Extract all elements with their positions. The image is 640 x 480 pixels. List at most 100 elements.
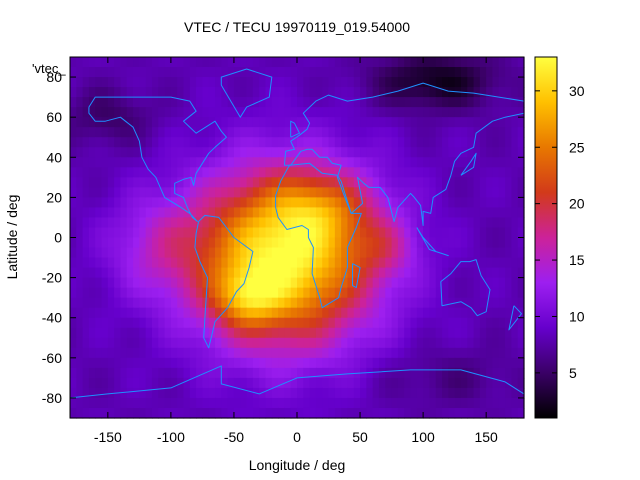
heatmap-cell — [101, 257, 109, 269]
heatmap-cell — [95, 227, 103, 239]
heatmap-cell — [505, 397, 512, 409]
heatmap-cell — [246, 317, 254, 329]
heatmap-cell — [145, 257, 153, 269]
heatmap-cell — [252, 307, 260, 319]
heatmap-cell — [404, 277, 412, 289]
heatmap-cell — [505, 57, 512, 68]
heatmap-cell — [139, 107, 147, 118]
heatmap-cell — [334, 97, 342, 108]
heatmap-cell — [391, 107, 399, 118]
heatmap-cell — [442, 147, 449, 158]
heatmap-cell — [259, 137, 267, 148]
heatmap-cell — [423, 297, 431, 309]
heatmap-cell — [322, 217, 330, 229]
heatmap-cell — [259, 407, 267, 419]
heatmap-cell — [360, 137, 367, 148]
heatmap-cell — [328, 337, 336, 349]
heatmap-cell — [391, 327, 399, 339]
heatmap-cell — [126, 297, 134, 309]
heatmap-cell — [498, 247, 506, 259]
heatmap-cell — [322, 67, 330, 78]
heatmap-cell — [479, 167, 487, 178]
heatmap-cell — [385, 217, 393, 229]
heatmap-cell — [278, 327, 285, 339]
heatmap-cell — [448, 247, 456, 259]
heatmap-cell — [322, 377, 330, 389]
heatmap-cell — [385, 67, 393, 78]
heatmap-cell — [114, 407, 122, 419]
heatmap-cell — [164, 107, 172, 118]
heatmap-cell — [271, 97, 279, 108]
heatmap-cell — [322, 387, 330, 399]
heatmap-cell — [315, 167, 323, 178]
heatmap-cell — [505, 117, 512, 128]
heatmap-cell — [385, 277, 393, 289]
heatmap-cell — [309, 327, 317, 339]
heatmap-cell — [208, 237, 216, 249]
heatmap-cell — [479, 347, 487, 359]
heatmap-cell — [492, 207, 500, 219]
heatmap-cell — [133, 147, 140, 158]
heatmap-cell — [76, 307, 84, 319]
heatmap-cell — [233, 97, 241, 108]
heatmap-cell — [88, 167, 96, 178]
heatmap-cell — [454, 187, 462, 198]
heatmap-cell — [227, 387, 235, 399]
heatmap-cell — [196, 127, 204, 138]
heatmap-cell — [486, 77, 494, 88]
heatmap-cell — [309, 137, 317, 148]
heatmap-cell — [334, 357, 342, 369]
heatmap-cell — [215, 127, 222, 138]
heatmap-cell — [221, 287, 229, 299]
heatmap-cell — [170, 77, 178, 88]
heatmap-cell — [88, 177, 96, 188]
heatmap-cell — [271, 277, 279, 289]
heatmap-cell — [183, 267, 191, 279]
heatmap-cell — [271, 87, 279, 98]
heatmap-cell — [107, 357, 115, 369]
heatmap-cell — [177, 177, 185, 188]
heatmap-cell — [151, 297, 159, 309]
heatmap-cell — [88, 67, 96, 78]
heatmap-cell — [473, 177, 481, 188]
heatmap-cell — [366, 97, 374, 108]
heatmap-cell — [360, 397, 367, 409]
heatmap-cell — [101, 237, 109, 249]
heatmap-cell — [126, 227, 134, 239]
heatmap-cell — [334, 387, 342, 399]
heatmap-cell — [158, 247, 166, 259]
heatmap-cell — [183, 187, 191, 198]
heatmap-cell — [164, 167, 172, 178]
heatmap-cell — [492, 267, 500, 279]
heatmap-cell — [372, 387, 380, 399]
heatmap-cell — [76, 407, 84, 419]
heatmap-cell — [133, 177, 140, 188]
heatmap-cell — [505, 337, 512, 349]
heatmap-cell — [322, 87, 330, 98]
heatmap-cell — [315, 157, 323, 168]
heatmap-cell — [227, 307, 235, 319]
heatmap-cell — [227, 57, 235, 68]
heatmap-cell — [397, 287, 405, 299]
heatmap-cell — [366, 327, 374, 339]
heatmap-cell — [290, 197, 298, 209]
colorbar-tick-label: 5 — [569, 365, 577, 381]
heatmap-cell — [297, 207, 304, 219]
heatmap-cell — [416, 207, 424, 219]
heatmap-cell — [259, 107, 267, 118]
heatmap-cell — [442, 257, 449, 269]
heatmap-cell — [189, 97, 197, 108]
heatmap-cell — [334, 287, 342, 299]
heatmap-cell — [133, 67, 140, 78]
heatmap-cell — [183, 177, 191, 188]
heatmap-cell — [334, 137, 342, 148]
heatmap-cell — [454, 87, 462, 98]
heatmap-cell — [429, 397, 437, 409]
heatmap-cell — [278, 57, 285, 68]
heatmap-cell — [177, 137, 185, 148]
heatmap-cell — [70, 367, 77, 379]
heatmap-cell — [347, 117, 355, 128]
heatmap-cell — [227, 277, 235, 289]
heatmap-cell — [435, 137, 443, 148]
heatmap-cell — [196, 177, 204, 188]
